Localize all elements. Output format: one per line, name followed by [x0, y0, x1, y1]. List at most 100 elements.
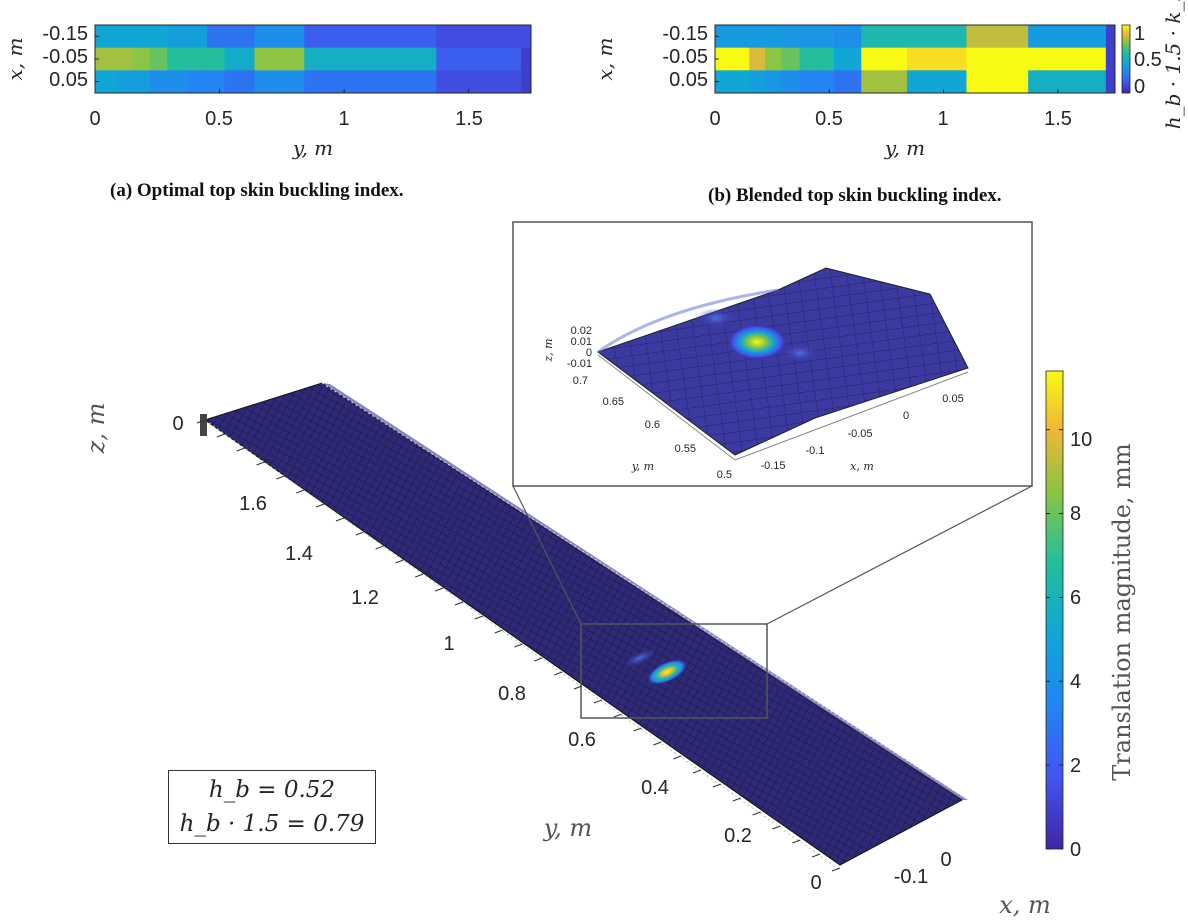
x-axis-label: x, m: [999, 891, 1051, 919]
inset-x-tick: 0: [903, 410, 909, 422]
heatmap-cell: [304, 25, 370, 49]
y-tick-mark: [554, 671, 563, 676]
heatmap-b: -0.15 -0.05 0.05 0 0.5 1 1.5 y, m x, m 1…: [593, 0, 1185, 160]
heatmap-a-ytick: -0.15: [42, 23, 88, 45]
inset-x-tick: -0.1: [806, 445, 825, 457]
inset-z-tick: 0.02: [571, 325, 592, 337]
heatmap-cell: [861, 25, 908, 49]
heatmap-cell: [833, 47, 862, 71]
colorbar-tick: 4: [1070, 671, 1081, 693]
heatmap-cell: [799, 47, 819, 71]
heatmap-cell: [167, 70, 188, 94]
heatmap-cell: [1028, 25, 1107, 49]
y-tick-mark: [732, 797, 741, 802]
y-tick-mark: [712, 783, 722, 788]
heatmap-b-ticks: [714, 35, 1059, 93]
heatmap-b-xtick: 0.5: [815, 108, 843, 130]
y-tick: 1.2: [351, 587, 379, 609]
colorbar-tick: 2: [1070, 755, 1081, 777]
heatmap-a-xtick: 0.5: [205, 108, 233, 130]
inset-y-tick: 0.6: [645, 419, 660, 431]
y-tick-mark: [335, 517, 345, 522]
inset-surface-ridge: [597, 288, 779, 354]
y-tick-mark: [593, 699, 603, 704]
heatmap-cell: [817, 25, 835, 49]
x-tick: -0.1: [894, 866, 928, 888]
heatmap-cell: [817, 47, 835, 71]
heatmap-a-ytick: -0.05: [42, 46, 88, 68]
heatmap-b-cbar-tick: 1: [1134, 23, 1145, 45]
inset-y-tick: 0.5: [717, 469, 732, 481]
y-tick-mark: [375, 545, 384, 550]
heatmap-cell: [833, 70, 862, 94]
heatmap-cell: [521, 25, 532, 49]
heatmap-cell: [207, 25, 226, 49]
z-tick: 0: [172, 413, 183, 435]
heatmap-cell: [224, 70, 255, 94]
y-tick-mark: [315, 503, 325, 508]
y-tick-marks: [196, 419, 841, 872]
colorbar-tick: 10: [1070, 429, 1092, 451]
y-tick-mark: [296, 489, 305, 494]
heatmap-b-xtick: 1.5: [1044, 108, 1072, 130]
heatmap-b-colorbar: [1121, 24, 1131, 94]
heatmap-cell: [966, 70, 1029, 94]
heatmap-cell: [966, 47, 1029, 71]
heatmap-cell: [436, 70, 522, 94]
heatmap-cell: [254, 70, 305, 94]
inset: 0.02 0.01 0 -0.01 z, m 0.7 0.65 0.6 0.55…: [512, 221, 1033, 487]
heatmap-cell: [1105, 47, 1116, 71]
inset-x-tick: -0.15: [760, 460, 785, 472]
y-tick: 0.4: [641, 777, 669, 799]
z-axis-label: z, m: [82, 403, 110, 455]
y-tick-mark: [534, 657, 543, 662]
colorbar-ticks: [1046, 429, 1063, 850]
heatmap-a-xtick: 1.5: [455, 108, 483, 130]
axis-grid-edge: [321, 382, 969, 801]
heatmap-cell: [207, 70, 226, 94]
heatmap-cell: [733, 70, 750, 94]
heatmap-cell: [1028, 70, 1107, 94]
heatmap-cell: [907, 25, 967, 49]
heatmap-cell: [817, 70, 835, 94]
heatmap-cell: [224, 47, 255, 71]
inset-y-tick: 0.55: [675, 443, 696, 455]
heatmap-b-cbar-tick: 0: [1134, 76, 1145, 98]
zoom-connector: [512, 485, 582, 625]
inset-z-tick: -0.01: [567, 358, 592, 370]
heatmap-cell: [907, 47, 967, 71]
y-tick: 0.8: [498, 683, 526, 705]
z-axis-stub: [200, 414, 207, 436]
heatmap-cell: [95, 25, 116, 49]
heatmap-cell: [95, 47, 116, 71]
heatmap-a-xlabel: y, m: [292, 136, 333, 160]
heatmap-b-xlabel: y, m: [884, 136, 925, 160]
heatmap-cell: [907, 70, 967, 94]
heatmap-cell: [207, 47, 226, 71]
y-tick-mark: [811, 853, 821, 858]
y-tick-mark: [355, 531, 364, 536]
heatmap-a-xtick: 1: [338, 108, 349, 130]
heatmap-cell: [167, 47, 188, 71]
inset-x-tick: 0.05: [942, 393, 963, 405]
colorbar-tick: 8: [1070, 503, 1081, 525]
y-tick: 0.6: [568, 729, 596, 751]
colorbar-gradient: [1045, 370, 1064, 850]
heatmap-a-ylabel: x, m: [3, 38, 27, 81]
heatmap-cell: [749, 70, 766, 94]
heatmap-cell: [861, 70, 908, 94]
heatmap-b-ytick: -0.15: [662, 23, 708, 45]
heatmap-cell: [765, 25, 782, 49]
heatmap-cell: [781, 70, 801, 94]
y-tick: 1.6: [239, 493, 267, 515]
heatmap-cell: [254, 25, 305, 49]
colorbar-label: Translation magnitude, mm: [1108, 443, 1136, 781]
heatmap-cell: [781, 47, 801, 71]
y-tick-mark: [653, 741, 662, 746]
heatmap-cell: [224, 25, 255, 49]
caption-b: (b) Blended top skin buckling index.: [708, 185, 1002, 206]
heatmap-a-ticks: [94, 35, 470, 93]
heatmap-cell: [765, 70, 782, 94]
y-tick-mark: [792, 839, 801, 844]
heatmap-cell: [966, 25, 1029, 49]
